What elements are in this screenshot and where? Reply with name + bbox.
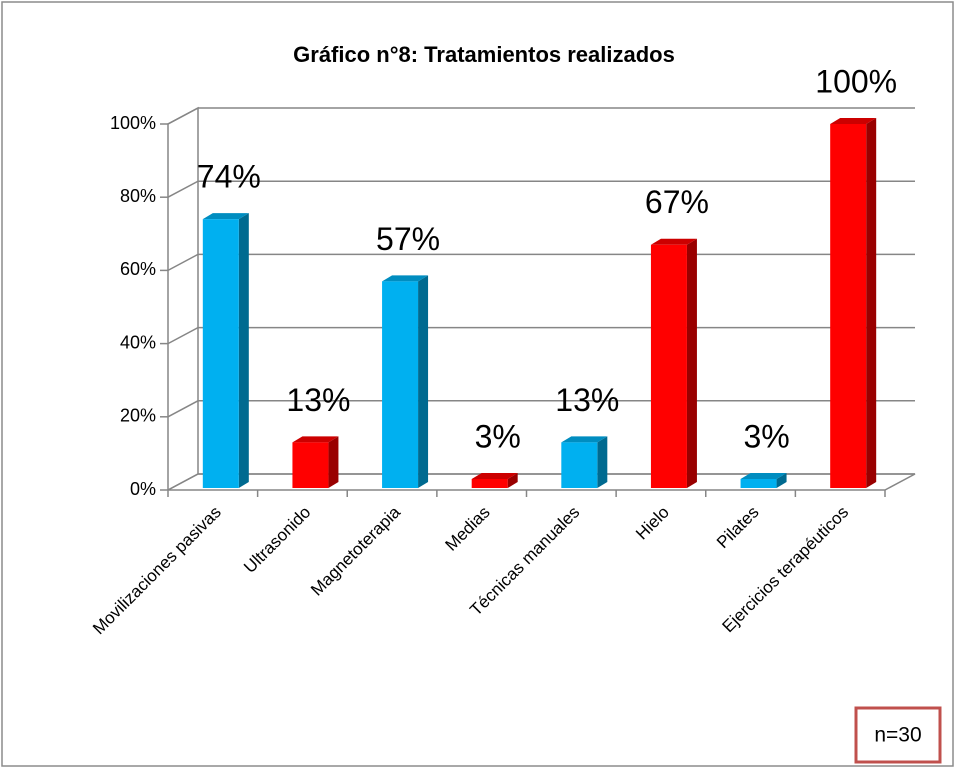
- bar-face: [471, 473, 518, 480]
- bar: [292, 436, 339, 488]
- annotation: n=30: [874, 724, 921, 747]
- data-label: 13%: [555, 382, 619, 418]
- bar: [382, 275, 429, 488]
- bar-face: [471, 479, 508, 488]
- y-tick-label: 20%: [120, 406, 156, 426]
- y-tick-label: 0%: [130, 479, 156, 499]
- bar-face: [561, 436, 608, 443]
- bar: [202, 213, 249, 488]
- y-tick-label: 100%: [110, 113, 156, 133]
- data-label: 100%: [815, 63, 897, 99]
- bar: [740, 473, 787, 488]
- bar-face: [597, 436, 608, 488]
- bar-face: [202, 219, 239, 488]
- bar-face: [686, 238, 697, 488]
- bar-face: [328, 436, 339, 488]
- bar-face: [650, 238, 697, 245]
- data-label: 13%: [286, 382, 350, 418]
- bar-face: [382, 275, 429, 282]
- y-tick-label: 80%: [120, 186, 156, 206]
- bar-face: [740, 479, 777, 488]
- y-tick-label: 60%: [120, 259, 156, 279]
- grid-line: [167, 107, 915, 125]
- grid-line: [167, 180, 915, 198]
- bar-face: [292, 442, 329, 488]
- bar-face: [202, 213, 249, 220]
- bar-face: [830, 124, 867, 488]
- bar-face: [382, 281, 419, 488]
- bar-face: [561, 442, 598, 488]
- bar-face: [507, 473, 518, 488]
- bar: [650, 238, 697, 488]
- bar-face: [418, 275, 429, 488]
- data-label: 67%: [645, 184, 709, 220]
- bar: [561, 436, 608, 488]
- y-tick-label: 40%: [120, 332, 156, 352]
- bar-face: [866, 118, 877, 488]
- bar-face: [740, 473, 787, 480]
- data-label: 57%: [376, 221, 440, 257]
- data-label: 3%: [475, 418, 521, 454]
- bar-face: [292, 436, 339, 443]
- bar: [830, 118, 877, 488]
- data-label: 74%: [197, 159, 261, 195]
- chart-title: Gráfico n°8: Tratamientos realizados: [293, 42, 675, 67]
- bar: [471, 473, 518, 488]
- bar-face: [776, 473, 787, 488]
- bar-face: [830, 118, 877, 124]
- bar-face: [238, 213, 249, 488]
- data-label: 3%: [743, 418, 789, 454]
- annotation-box: [854, 706, 942, 764]
- bar-face: [650, 244, 687, 488]
